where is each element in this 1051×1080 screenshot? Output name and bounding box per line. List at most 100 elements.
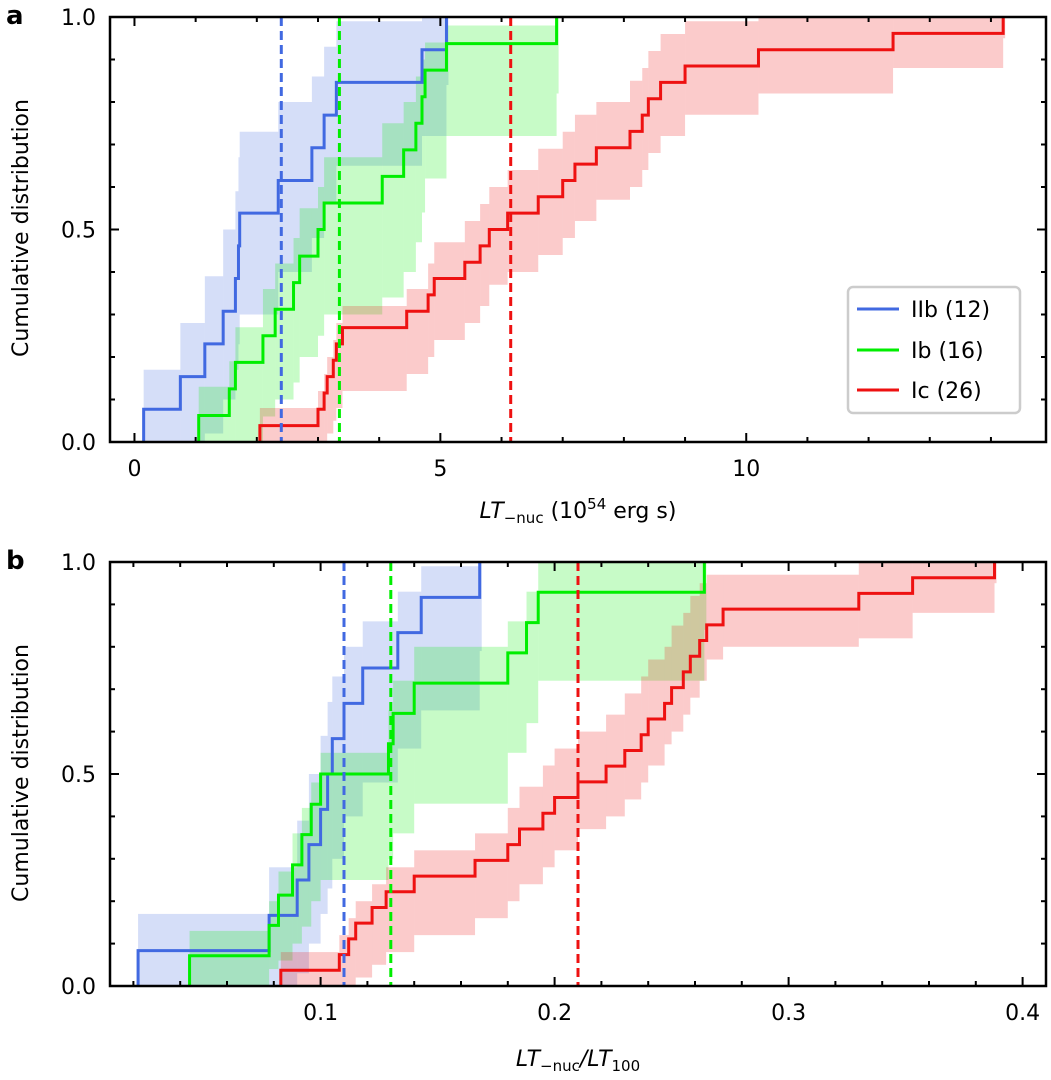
y-axis-label-a: Cumulative distribution <box>9 99 34 357</box>
ci-band-ic-20 <box>648 51 661 153</box>
ci-band-ib-1 <box>229 361 236 442</box>
ci-band-iib-11 <box>479 562 482 652</box>
plot-area-b: 0.1 0.2 0.3 0.4 0.0 0.5 1.0 <box>61 551 1048 1026</box>
ci-band-ic-6 <box>414 850 476 936</box>
panel-letter-a: a <box>6 1 24 31</box>
ci-band-ic-6 <box>342 306 407 391</box>
ci-band-ic-15 <box>641 676 649 783</box>
ci-band-ic-4 <box>333 340 337 421</box>
series-line-ib <box>188 562 706 986</box>
y-tick-label: 1.0 <box>61 6 96 31</box>
legend-frame <box>846 285 1022 415</box>
ci-band-ic-15 <box>562 131 575 238</box>
ci-band-ic-19 <box>683 612 691 715</box>
series-line-ib <box>197 17 559 442</box>
ci-band-ib-4 <box>275 263 294 400</box>
ci-band-ic-20 <box>690 595 700 698</box>
x-tick-label: 5 <box>433 457 447 482</box>
ci-band-ic-7 <box>406 289 429 374</box>
ci-band-iib-2 <box>204 276 224 434</box>
series-line-iib <box>142 17 448 442</box>
ci-band-ib-11 <box>415 76 422 243</box>
ci-band-ib-12 <box>422 59 426 213</box>
ci-band-ib-3 <box>262 289 276 417</box>
ci-band-ic-21 <box>660 34 686 136</box>
ci-band-ib-7 <box>388 710 394 859</box>
ci-band-ic-24 <box>858 562 913 639</box>
ci-band-ic-25 <box>912 562 995 613</box>
ci-band-ib-4 <box>301 807 312 927</box>
ci-band-ic-13 <box>507 170 539 272</box>
ci-band-ic-22 <box>706 574 724 660</box>
ci-band-ic-8 <box>428 263 435 357</box>
ci-band-ic-4 <box>372 884 387 965</box>
ci-band-ic-8 <box>507 807 520 902</box>
ci-band-ic-1 <box>318 391 325 442</box>
legend-label-iib: IIb (12) <box>911 298 990 323</box>
panel-letter-b: b <box>6 546 25 576</box>
legend: IIb (12) Ib (16) Ic (26) <box>846 285 1022 415</box>
ci-band-ic-11 <box>480 204 490 306</box>
ci-band-iib-6 <box>332 676 344 859</box>
ci-band-ib-9 <box>382 123 404 298</box>
ci-band-ic-19 <box>642 68 649 170</box>
ci-band-ic-18 <box>630 80 643 187</box>
ci-band-ib-13 <box>425 42 447 179</box>
ci-band-ic-23 <box>723 574 859 647</box>
ci-band-ib-10 <box>507 621 527 753</box>
ci-band-ib-5 <box>311 782 321 902</box>
y-tick-label: 0.0 <box>61 431 96 456</box>
ci-band-ic-24 <box>893 17 1004 68</box>
ci-band-ic-14 <box>624 693 642 800</box>
ci-band-ic-10 <box>464 221 481 323</box>
x-tick-label: 0.2 <box>537 1001 572 1026</box>
ci-band-iib-4 <box>235 191 239 370</box>
ci-band-iib-10 <box>421 566 480 711</box>
ci-band-iib-0 <box>143 369 181 442</box>
ci-band-iib-2 <box>297 820 309 974</box>
y-tick-label: 1.0 <box>61 551 96 576</box>
ci-band-ib-9 <box>414 646 508 804</box>
ci-band-iib-8 <box>311 76 325 238</box>
ci-band-iib-6 <box>239 131 279 315</box>
ci-band-ib-5 <box>293 238 300 383</box>
ci-band-iib-4 <box>320 735 328 914</box>
ci-band-ic-12 <box>489 187 508 285</box>
ci-band-ic-3 <box>327 357 334 434</box>
ci-band-ic-16 <box>648 659 665 766</box>
legend-label-ib: Ib (16) <box>911 339 984 364</box>
ci-band-ic-14 <box>538 148 563 255</box>
ci-band-iib-1 <box>180 323 205 442</box>
y-tick-label: 0.5 <box>61 763 96 788</box>
ci-band-ic-16 <box>574 114 597 221</box>
ci-band-ic-17 <box>664 646 672 745</box>
ci-band-ib-13 <box>704 562 707 630</box>
legend-label-ic: Ic (26) <box>911 379 982 404</box>
ci-band-ib-8 <box>324 157 383 315</box>
ci-band-ic-11 <box>554 748 578 851</box>
x-axis-label-a: LT−nuc (1054 erg s) <box>480 495 677 527</box>
x-tick-label: 10 <box>732 457 760 482</box>
ci-band-iib-7 <box>278 102 312 272</box>
ci-band-ic-9 <box>434 242 465 340</box>
ci-band-ic-18 <box>671 625 684 732</box>
ci-band-ib-11 <box>526 591 539 724</box>
y-tick-label: 0.5 <box>61 219 96 244</box>
ci-band-ic-9 <box>519 786 543 885</box>
ci-band-ic-7 <box>475 833 508 919</box>
ci-band-ic-5 <box>386 867 415 953</box>
ci-band-ic-10 <box>542 765 555 868</box>
series-line-ic <box>258 17 1005 442</box>
ci-band-ic-23 <box>758 17 894 94</box>
x-tick-label: 0.1 <box>303 1001 338 1026</box>
ci-band-ib-12 <box>538 562 705 681</box>
ci-band-ib-0 <box>189 930 270 986</box>
ci-band-ib-6 <box>299 208 318 357</box>
x-tick-label: 0 <box>127 457 141 482</box>
ci-band-iib-5 <box>327 701 333 889</box>
x-tick-label: 0.4 <box>1005 1001 1040 1026</box>
x-axis-label-b: LT−nuc/LT100 <box>516 1047 640 1075</box>
ci-band-iib-9 <box>324 46 337 204</box>
y-tick-label: 0.0 <box>61 975 96 1000</box>
ci-band-iib-3 <box>223 229 236 400</box>
